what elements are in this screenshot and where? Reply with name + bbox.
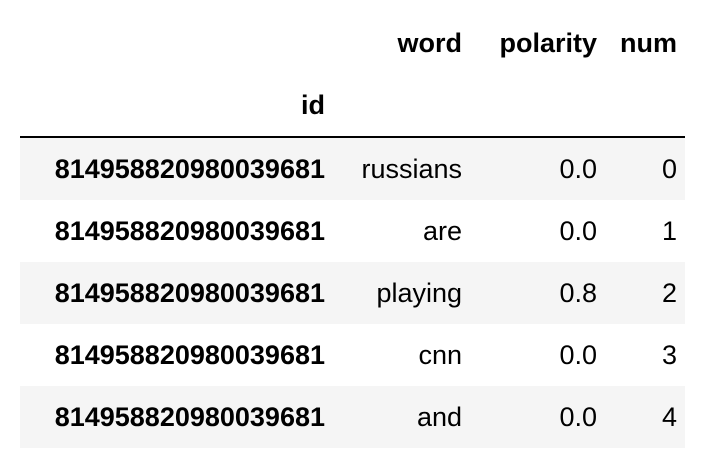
header-blank-cell bbox=[20, 12, 325, 74]
table-row: 814958820980039681 and 0.0 4 bbox=[20, 386, 685, 448]
polarity-cell: 0.0 bbox=[559, 153, 597, 184]
index-name-header: id bbox=[20, 74, 325, 138]
header-blank-cell bbox=[325, 74, 462, 138]
row-index-cell: 814958820980039681 bbox=[54, 401, 325, 432]
row-index-cell: 814958820980039681 bbox=[54, 277, 325, 308]
polarity-cell: 0.0 bbox=[559, 215, 597, 246]
num-cell: 3 bbox=[661, 339, 677, 370]
column-header-word: word bbox=[397, 27, 463, 58]
index-name-row: id bbox=[20, 74, 685, 138]
table-row: 814958820980039681 russians 0.0 0 bbox=[20, 137, 685, 200]
row-index-cell: 814958820980039681 bbox=[54, 215, 325, 246]
num-cell: 2 bbox=[661, 277, 677, 308]
table-body: 814958820980039681 russians 0.0 0 814958… bbox=[20, 137, 685, 448]
row-index-cell: 814958820980039681 bbox=[54, 339, 325, 370]
header-blank-cell bbox=[597, 74, 685, 138]
num-cell: 0 bbox=[661, 153, 677, 184]
num-cell: 1 bbox=[661, 215, 677, 246]
column-header-polarity: polarity bbox=[499, 27, 597, 58]
table-header: word polarity num id bbox=[20, 12, 685, 138]
word-cell: cnn bbox=[418, 339, 462, 370]
row-index-cell: 814958820980039681 bbox=[54, 153, 325, 184]
word-cell: playing bbox=[376, 277, 462, 308]
polarity-cell: 0.8 bbox=[559, 277, 597, 308]
table-row: 814958820980039681 are 0.0 1 bbox=[20, 200, 685, 262]
num-cell: 4 bbox=[661, 401, 677, 432]
column-header-num: num bbox=[620, 27, 677, 58]
word-cell: and bbox=[416, 401, 462, 432]
table-row: 814958820980039681 cnn 0.0 3 bbox=[20, 324, 685, 386]
header-blank-cell bbox=[462, 74, 597, 138]
polarity-cell: 0.0 bbox=[559, 401, 597, 432]
dataframe-output: word polarity num id 814958820980039681 … bbox=[20, 12, 685, 448]
polarity-cell: 0.0 bbox=[559, 339, 597, 370]
column-header-row: word polarity num bbox=[20, 12, 685, 74]
table-row: 814958820980039681 playing 0.8 2 bbox=[20, 262, 685, 324]
dataframe-table: word polarity num id 814958820980039681 … bbox=[20, 12, 685, 448]
word-cell: russians bbox=[361, 153, 462, 184]
word-cell: are bbox=[422, 215, 462, 246]
